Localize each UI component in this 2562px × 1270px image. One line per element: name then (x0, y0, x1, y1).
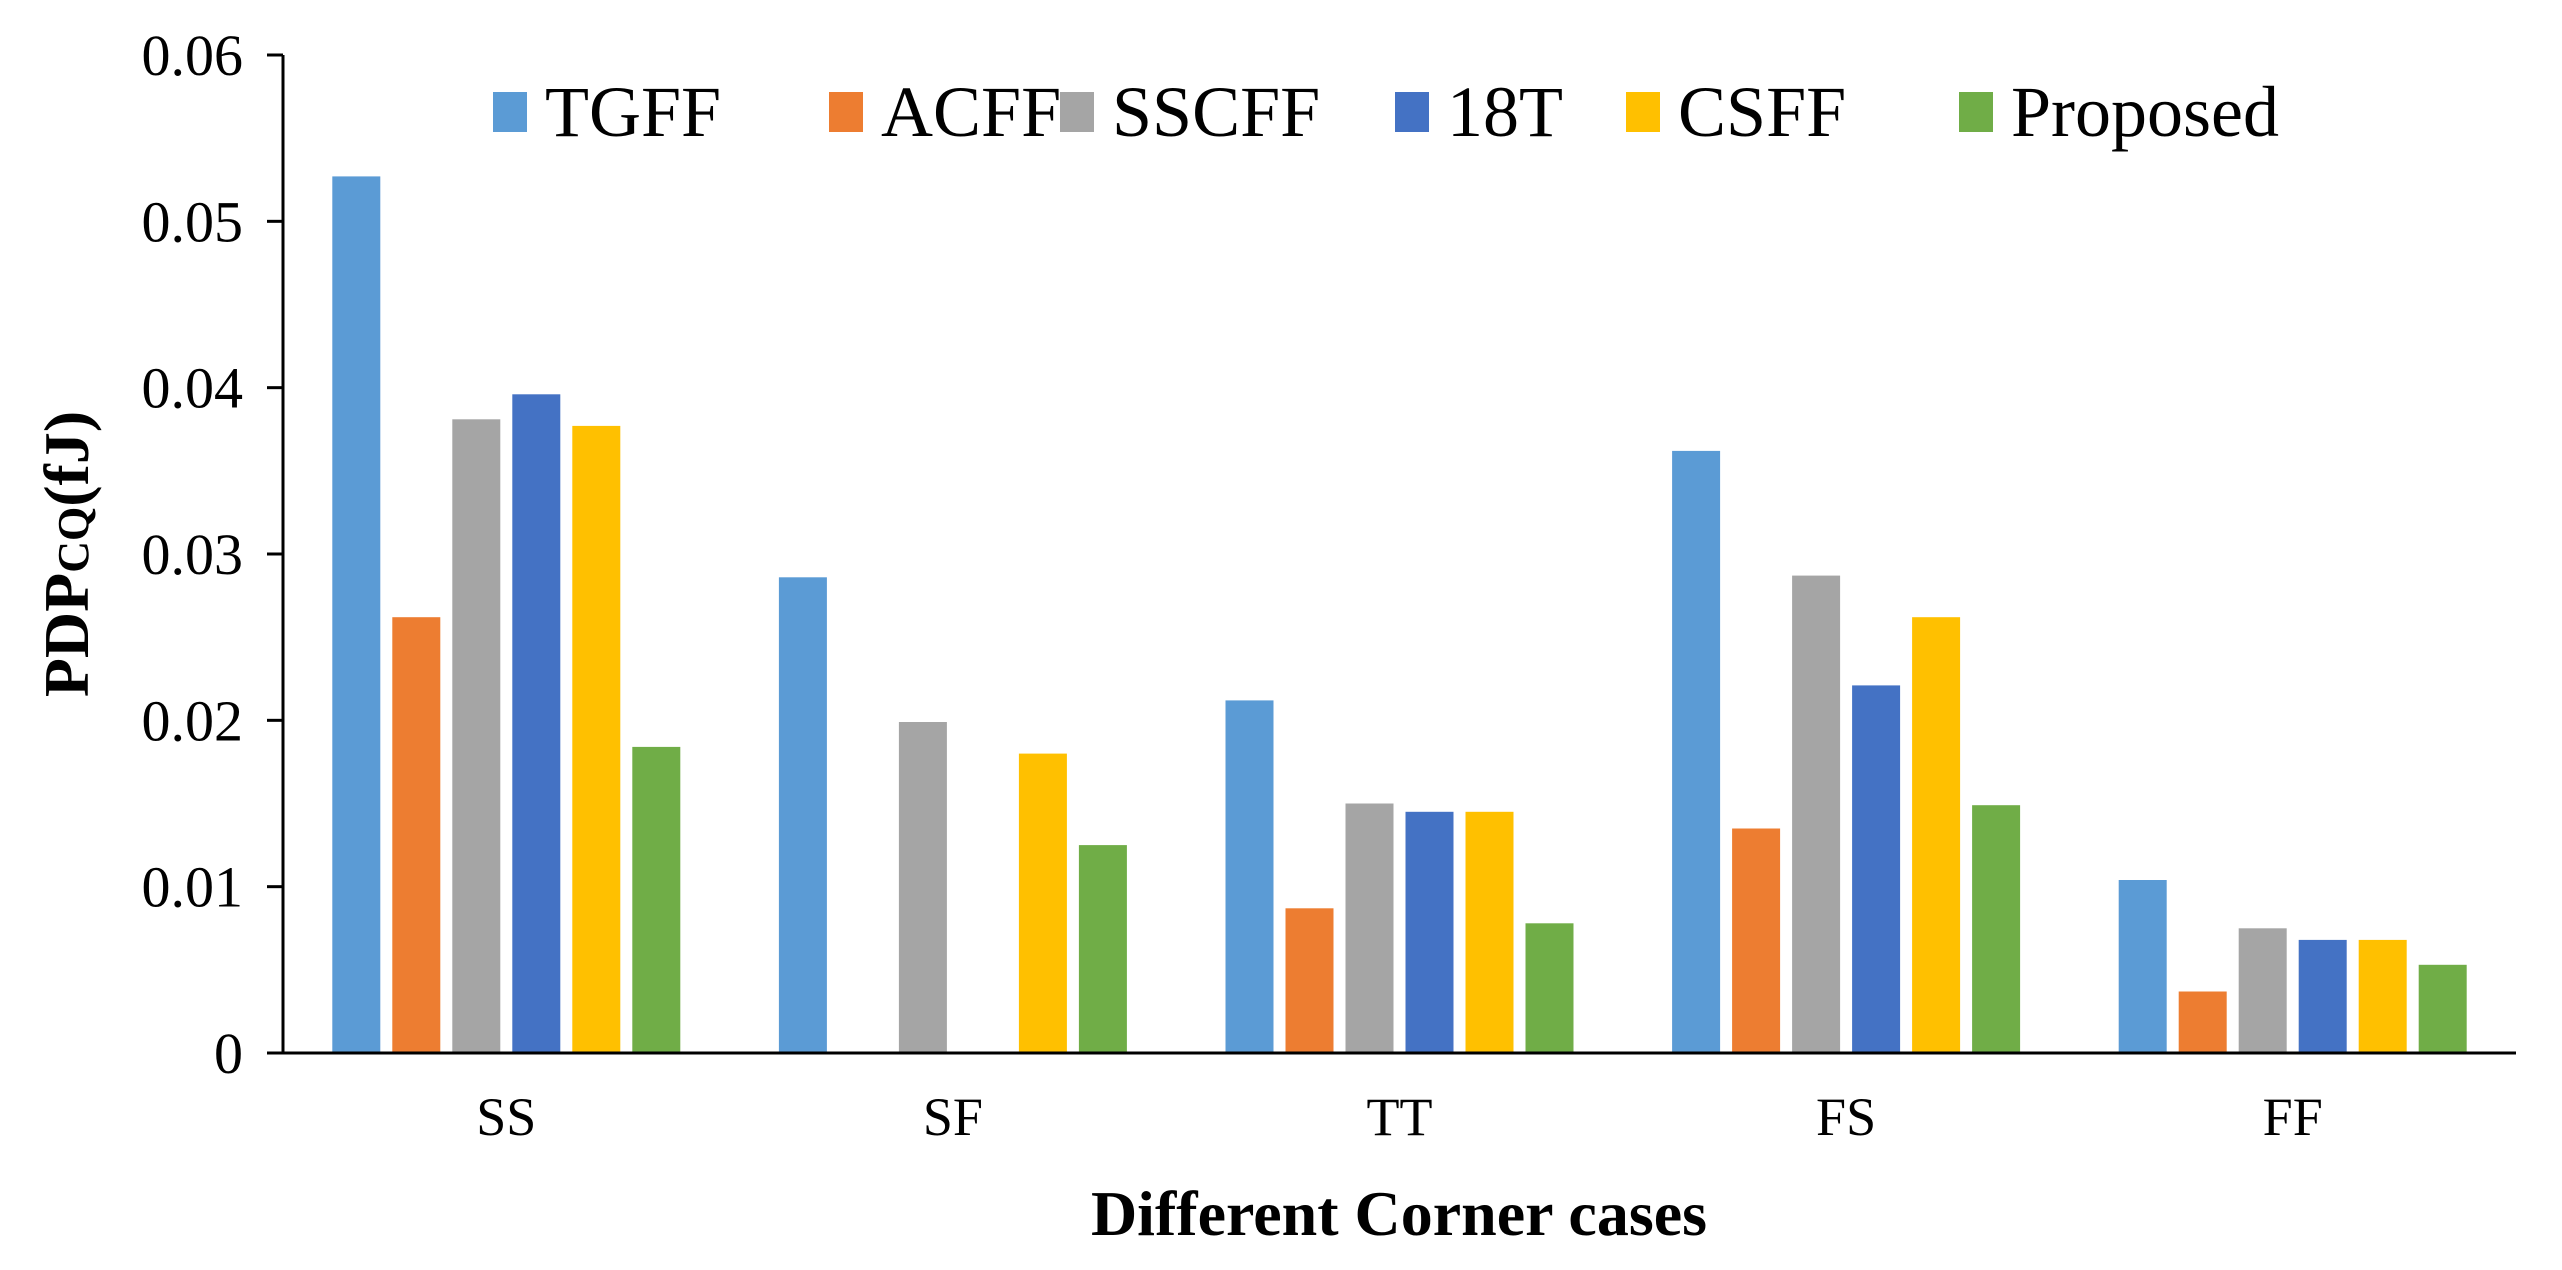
bar-acff-ss (392, 617, 441, 1053)
bar-acff-fs (1732, 828, 1781, 1053)
y-tick-label: 0.02 (142, 688, 244, 753)
x-category-label: FS (1816, 1087, 1876, 1147)
legend: TGFF ACFF SSCFF 18T CSFF Proposed (493, 72, 2279, 152)
y-axis-title-subscript: CQ (49, 507, 98, 573)
bar-tgff-tt (1225, 700, 1274, 1053)
y-tick-label: 0.05 (142, 189, 244, 254)
bar-proposed-ss (632, 746, 681, 1053)
x-category-label: SF (923, 1087, 983, 1147)
legend-label-csff: CSFF (1678, 72, 1846, 152)
bar-csff-sf (1018, 753, 1067, 1053)
legend-swatch-18t (1395, 92, 1429, 132)
bar-sscff-tt (1345, 803, 1394, 1053)
y-tick-label: 0.01 (142, 855, 244, 920)
legend-swatch-sscff (1060, 92, 1094, 132)
bar-tgff-ff (2118, 880, 2167, 1053)
x-category-label: TT (1367, 1087, 1433, 1147)
legend-swatch-proposed (1959, 92, 1993, 132)
y-tick-label: 0 (214, 1021, 243, 1086)
y-axis-title-unit: (fJ) (31, 411, 102, 507)
legend-swatch-acff (829, 92, 863, 132)
bar-sscff-ff (2238, 928, 2287, 1054)
x-axis-title: Different Corner cases (1091, 1178, 1707, 1249)
bar-proposed-tt (1525, 923, 1574, 1053)
legend-label-acff: ACFF (881, 72, 1061, 152)
bar-csff-ss (572, 425, 621, 1053)
bar-proposed-fs (1972, 805, 2021, 1053)
legend-swatch-csff (1626, 92, 1660, 132)
bar-18t-fs (1852, 685, 1901, 1053)
y-tick-label: 0.06 (142, 23, 244, 88)
legend-label-sscff: SSCFF (1112, 72, 1320, 152)
bar-tgff-ss (332, 176, 381, 1053)
legend-label-proposed: Proposed (2011, 72, 2279, 152)
x-category-label: SS (476, 1087, 536, 1147)
bar-18t-ss (512, 394, 561, 1053)
bar-acff-tt (1285, 908, 1334, 1053)
y-tick-label: 0.04 (142, 356, 244, 421)
bar-sscff-sf (898, 722, 947, 1053)
bar-csff-tt (1465, 811, 1514, 1053)
y-axis-title: PDPCQ(fJ) (31, 411, 102, 697)
bar-csff-ff (2358, 939, 2407, 1053)
legend-label-18t: 18T (1447, 72, 1563, 152)
bars-group (332, 176, 2467, 1054)
legend-swatch-tgff (493, 92, 527, 132)
y-tick-label: 0.03 (142, 522, 244, 587)
legend-label-tgff: TGFF (545, 72, 721, 152)
bar-proposed-ff (2418, 964, 2467, 1053)
bar-csff-fs (1912, 617, 1961, 1053)
bar-acff-ff (2178, 991, 2227, 1053)
bar-18t-tt (1405, 811, 1454, 1053)
x-axis-categories: SS SF TT FS FF (476, 1087, 2322, 1147)
bar-proposed-sf (1078, 845, 1127, 1053)
bar-sscff-fs (1792, 575, 1841, 1053)
bar-tgff-fs (1672, 450, 1721, 1053)
bar-tgff-sf (778, 577, 827, 1053)
y-axis-ticks: 0 0.01 0.02 0.03 0.04 0.05 0.06 (142, 23, 283, 1086)
bar-18t-ff (2298, 939, 2347, 1053)
x-category-label: FF (2263, 1087, 2323, 1147)
y-axis-title-main: PDP (31, 573, 102, 697)
bar-sscff-ss (452, 419, 501, 1053)
